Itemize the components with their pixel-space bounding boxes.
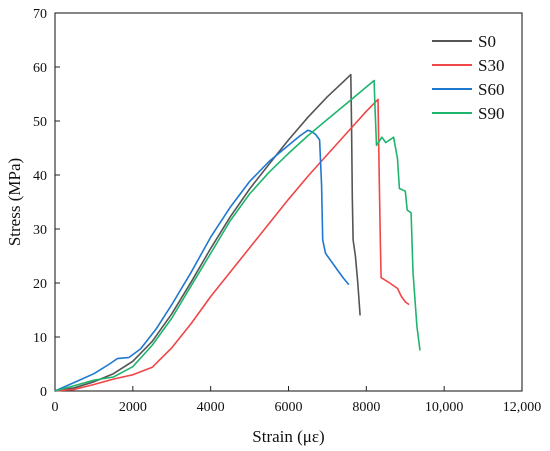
x-tick-label: 8000: [352, 400, 380, 415]
series-line-s90: [54, 79, 421, 392]
axes: [54, 12, 523, 392]
x-axis-title: Strain (με): [252, 427, 324, 446]
y-tick-label: 50: [33, 115, 47, 130]
y-axis-title: Stress (MPa): [5, 158, 24, 246]
x-tick-label: 12,000: [503, 400, 542, 415]
y-tick-label: 60: [33, 61, 47, 76]
legend-label-s60: S60: [478, 80, 504, 99]
y-tick-label: 20: [33, 277, 47, 292]
x-tick-label: 2000: [119, 400, 147, 415]
legend: S0 S30 S60 S90: [432, 32, 504, 123]
y-tick-label: 30: [33, 223, 47, 238]
series-lines: [54, 73, 421, 392]
legend-label-s90: S90: [478, 104, 504, 123]
y-tick-label: 10: [33, 331, 47, 346]
y-tick-label: 70: [33, 7, 47, 22]
legend-label-s0: S0: [478, 32, 496, 51]
axis-ticks: 0 2000 4000 6000 8000 10,000 12,000 0 10 20 30 40 50…: [33, 7, 541, 415]
x-tick-label: 0: [52, 400, 59, 415]
x-tick-label: 10,000: [425, 400, 464, 415]
y-tick-label: 0: [40, 385, 47, 400]
series-line-s0: [54, 73, 361, 392]
x-tick-label: 6000: [275, 400, 303, 415]
series-line-s60: [54, 129, 350, 392]
y-tick-label: 40: [33, 169, 47, 184]
x-tick-label: 4000: [197, 400, 225, 415]
series-line-s30: [54, 98, 410, 392]
plot-frame: [54, 12, 523, 392]
legend-label-s30: S30: [478, 56, 504, 75]
